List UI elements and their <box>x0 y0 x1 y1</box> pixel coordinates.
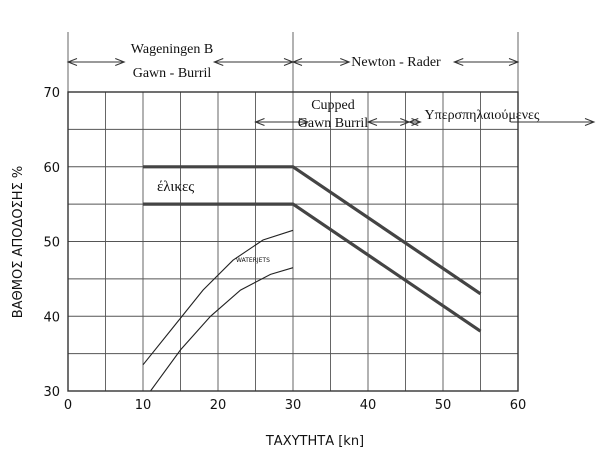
arrow-wageningen-left-head-left <box>66 58 78 66</box>
plot-frame <box>67 91 519 392</box>
region-label-wageningen-2: Gawn - Burril <box>133 66 212 81</box>
arrow-cupped-right-head-left <box>366 118 378 126</box>
x-tick-label: 0 <box>64 398 72 413</box>
arrow-newton-left-head-left <box>291 58 303 66</box>
arrow-super-right-head <box>584 118 596 126</box>
y-tick-label: 50 <box>43 236 60 251</box>
series-label-waterjets: WATERJETS <box>236 257 270 264</box>
series-line-4 <box>150 267 294 392</box>
y-axis-title: ΒΑΘΜΟΣ ΑΠΟΔΟΣΗΣ % <box>11 166 26 319</box>
series-line-1 <box>143 165 482 296</box>
region-label-newton: Newton - Rader <box>351 55 441 70</box>
y-tick-label: 30 <box>43 385 60 400</box>
region-label-supercavitating: Υπερσπηλαιούμενες <box>425 108 540 123</box>
y-tick-label: 60 <box>43 161 60 176</box>
arrow-wageningen-right-head-left <box>212 58 224 66</box>
x-tick-label: 40 <box>360 398 377 413</box>
series-line-3 <box>142 229 294 366</box>
range-arrows <box>66 58 596 126</box>
x-tick-label: 30 <box>285 398 302 413</box>
region-label-cupped-2: Gawn Burril <box>298 116 368 131</box>
x-axis-title: ΤΑΧΥΤΗΤΑ [kn] <box>265 434 364 449</box>
region-label-cupped-1: Cupped <box>311 98 355 113</box>
arrow-cupped-left-head-right <box>298 118 310 126</box>
grid <box>67 32 519 391</box>
series-line-2 <box>143 202 482 333</box>
arrow-newton-right-head-left <box>452 58 464 66</box>
x-tick-label: 10 <box>135 398 152 413</box>
y-tick-label: 40 <box>43 310 60 325</box>
y-tick-label: 70 <box>43 86 60 101</box>
arrow-wageningen-left-head-right <box>115 58 126 66</box>
series-label-propellers: έλικες <box>157 179 194 195</box>
x-tick-label: 60 <box>510 398 527 413</box>
arrow-newton-right-head-right <box>508 58 520 66</box>
arrow-super-left-head-right <box>411 118 422 126</box>
x-tick-label: 20 <box>210 398 227 413</box>
tick-labels: 0 10 20 30 40 50 60 30 40 50 60 70 <box>43 86 526 413</box>
arrow-cupped-left-head-left <box>254 118 265 126</box>
series-group <box>142 165 482 392</box>
arrow-newton-left-head-right <box>340 58 351 66</box>
x-tick-label: 50 <box>435 398 452 413</box>
region-label-wageningen-1: Wageningen B <box>131 42 213 57</box>
